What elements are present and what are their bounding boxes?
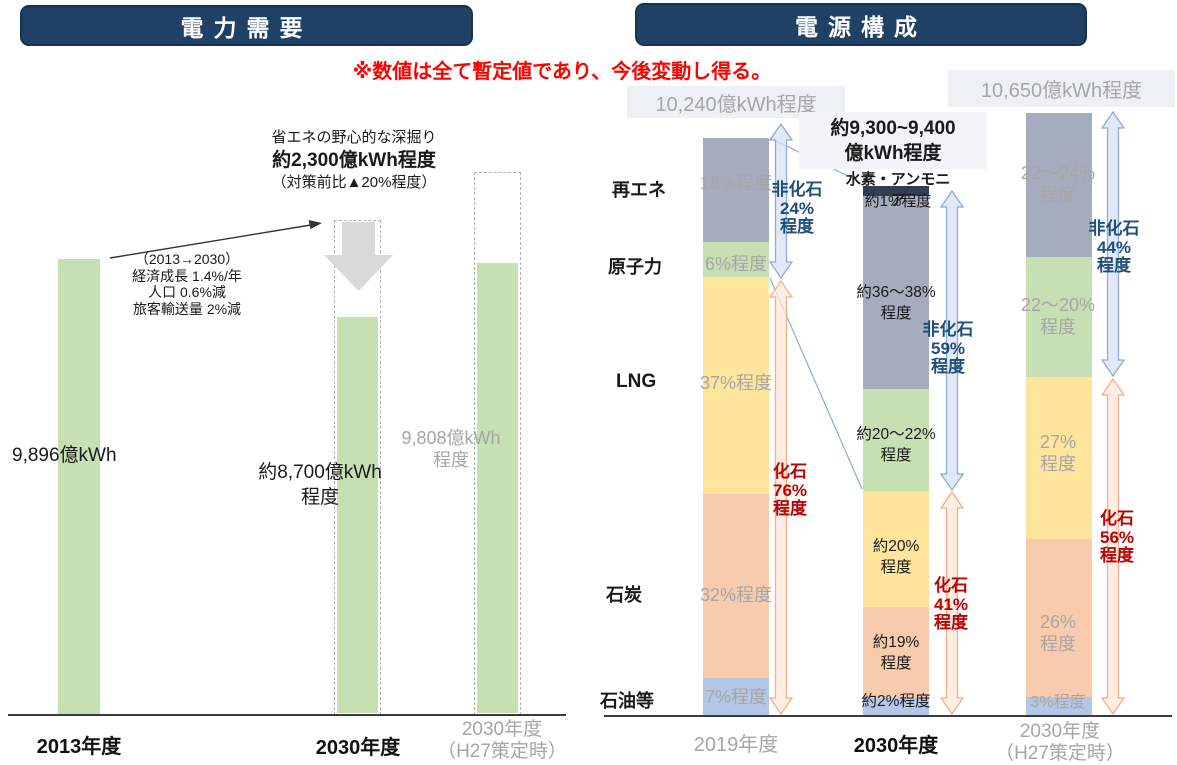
mix-2019-segment-lng xyxy=(703,277,769,494)
x-axis-mix xyxy=(604,715,1172,717)
demand-bar-2030-h27-outline xyxy=(474,172,521,715)
mix-bar-2030-h27 xyxy=(1026,0,1092,765)
row-label-oil: 石油等 xyxy=(600,691,654,711)
mix-2019-label-lng: 37%程度 xyxy=(699,373,773,393)
saving-annotation-line1: 省エネの野心的な深掘り xyxy=(271,129,437,146)
demand-bar-2030-h27-fill xyxy=(477,263,518,713)
mix-total-2030-box: 約9,300~9,400 億kWh程度 xyxy=(799,112,987,169)
demand-value-2030: 約8,700億kWh 程度 xyxy=(258,462,382,508)
demand-xlabel-2030-h27: 2030年度 （H27策定時） xyxy=(437,719,567,762)
row-label-lng: LNG xyxy=(616,371,657,392)
mix-2030-segment-renewable xyxy=(863,196,929,389)
mix-total-2030-h27-box: 10,650億kWh程度 xyxy=(948,70,1175,107)
section-title-mix: 電源構成 xyxy=(635,3,1087,46)
mix-xlabel-2030-h27: 2030年度 （H27策定時） xyxy=(995,721,1125,764)
mix-h27-segment-lng xyxy=(1026,377,1092,539)
non-fossil-share-2019: 非化石 24% 程度 xyxy=(771,180,823,236)
mix-h27-label-lng: 27% 程度 xyxy=(1039,432,1077,474)
non-fossil-share-2030: 非化石 59% 程度 xyxy=(922,320,974,376)
row-label-renewable: 再エネ xyxy=(612,180,666,200)
mix-h27-label-oil: 3%程度 xyxy=(1030,694,1086,711)
section-title-demand-text: 電力需要 xyxy=(180,14,313,41)
demand-value-2013: 9,896億kWh xyxy=(12,445,117,466)
demand-value-2030-h27: 9,808億kWh 程度 xyxy=(401,428,501,470)
section-title-demand: 電力需要 xyxy=(20,5,473,46)
mix-2019-label-renewable: 18%程度 xyxy=(699,173,773,193)
mix-h27-label-nuclear: 22～20% 程度 xyxy=(1020,295,1096,337)
section-title-mix-text: 電源構成 xyxy=(795,13,927,40)
mix-h27-segment-nuclear xyxy=(1026,257,1092,377)
mix-2030-segment-nuclear xyxy=(863,389,929,491)
non-fossil-share-h27: 非化石 44% 程度 xyxy=(1088,219,1140,275)
mix-2030-label-lng: 約20% 程度 xyxy=(872,538,920,576)
mix-2030-label-nuclear: 約20～22% 程度 xyxy=(856,426,936,464)
mix-2030-label-renewable: 約36～38% 程度 xyxy=(856,284,936,322)
mix-2019-segment-oil xyxy=(703,678,769,716)
mix-2030-segment-oil xyxy=(863,698,929,716)
demand-bar-2030-outline xyxy=(334,220,381,715)
demand-bar-2030-fill xyxy=(337,317,378,713)
growth-annotation: （2013→2030） 経済成長 1.4%/年 人口 0.6%減 旅客輸送量 2… xyxy=(132,251,242,317)
mix-2019-label-nuclear: 6%程度 xyxy=(704,254,767,274)
mix-2019-segment-renewable xyxy=(703,138,769,242)
mix-2019-segment-nuclear xyxy=(703,242,769,277)
demand-bar-2013 xyxy=(58,259,100,715)
mix-bar-2019 xyxy=(703,0,769,765)
mix-total-2030: 約9,300~9,400 億kWh程度 xyxy=(830,117,956,164)
mix-xlabel-2019: 2019年度 xyxy=(693,734,779,756)
mix-2019-segment-coal xyxy=(703,494,769,678)
row-label-coal: 石炭 xyxy=(606,585,642,605)
saving-annotation-line2: 約2,300億kWh程度 xyxy=(272,150,436,171)
mix-bar-2030 xyxy=(863,0,929,765)
mix-2030-segment-hydrogen xyxy=(863,186,929,196)
mix-xlabel-2030: 2030年度 xyxy=(853,735,939,757)
saving-annotation-line3: （対策前比▲20%程度） xyxy=(271,174,437,191)
mix-2030-segment-lng xyxy=(863,491,929,607)
mix-h27-label-coal: 26% 程度 xyxy=(1039,612,1077,654)
fossil-share-2030: 化石 41% 程度 xyxy=(933,576,969,632)
mix-2030-label-coal: 約19% 程度 xyxy=(872,634,920,672)
mix-2030-segment-coal xyxy=(863,607,929,698)
mix-total-2030-h27: 10,650億kWh程度 xyxy=(980,80,1143,102)
growth-annotation-arrow-head xyxy=(308,220,322,229)
mix-total-2019: 10,240億kWh程度 xyxy=(655,93,817,116)
mix-h27-segment-renewable xyxy=(1026,113,1092,257)
row-label-nuclear: 原子力 xyxy=(608,257,662,277)
fossil-share-2019: 化石 76% 程度 xyxy=(772,462,808,518)
hydrogen-ammonia-value: 約1%程度 xyxy=(864,193,932,210)
mix-2019-label-oil: 7%程度 xyxy=(704,687,767,707)
mix-h27-segment-coal xyxy=(1026,539,1092,697)
mix-h27-segment-oil xyxy=(1026,697,1092,716)
hydrogen-ammonia-label: 水素・アンモニア xyxy=(845,171,951,209)
mix-h27-label-renewable: 22～24% 程度 xyxy=(1020,163,1096,205)
mix-2019-label-coal: 32%程度 xyxy=(699,585,773,605)
x-axis-demand xyxy=(8,714,566,716)
demand-xlabel-2030: 2030年度 xyxy=(315,737,401,759)
saving-annotation: 省エネの野心的な深掘り 約2,300億kWh程度 （対策前比▲20%程度） xyxy=(243,127,465,193)
demand-xlabel-2013: 2013年度 xyxy=(36,736,122,758)
provisional-values-note: ※数値は全て暫定値であり、今後変動し得る。 xyxy=(352,61,772,83)
fossil-share-h27: 化石 56% 程度 xyxy=(1099,509,1135,565)
mix-2030-label-oil: 約2%程度 xyxy=(861,693,931,710)
